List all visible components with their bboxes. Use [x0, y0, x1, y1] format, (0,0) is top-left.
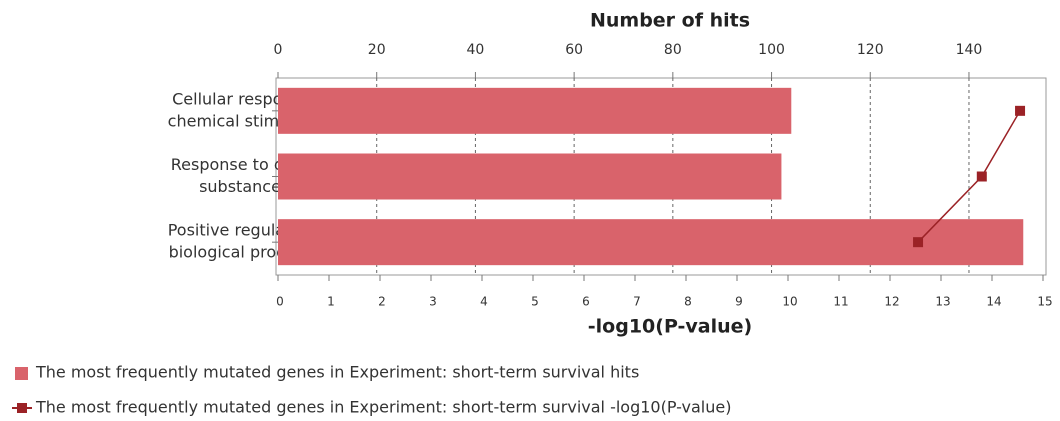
line-marker [1015, 105, 1026, 116]
x2-axis-title: -log10(P-value) [588, 316, 752, 338]
x2-tick-label: 7 [633, 295, 641, 309]
legend-label: The most frequently mutated genes in Exp… [35, 398, 731, 417]
legend-label: The most frequently mutated genes in Exp… [35, 363, 639, 382]
x2-tick-label: 11 [833, 295, 848, 309]
x-tick-label: 120 [857, 42, 884, 58]
x-tick-label: 100 [758, 42, 785, 58]
x2-tick-label: 3 [429, 295, 437, 309]
x-tick-label: 0 [274, 42, 283, 58]
x2-tick-label: 13 [935, 295, 950, 309]
x2-tick-label: 5 [531, 295, 539, 309]
bar [278, 153, 782, 200]
x2-tick-label: 1 [327, 295, 335, 309]
x2-tick-label: 9 [735, 295, 743, 309]
x2-tick-label: 15 [1037, 295, 1052, 309]
x2-tick-label: 8 [684, 295, 692, 309]
legend-marker [15, 367, 28, 380]
x2-tick-label: 14 [986, 295, 1001, 309]
bar [278, 87, 792, 134]
x-tick-label: 140 [956, 42, 983, 58]
x-tick-label: 40 [467, 42, 485, 58]
x-tick-label: 20 [368, 42, 386, 58]
y-tick-label: chemical stimulus [168, 111, 313, 130]
x2-tick-label: 6 [582, 295, 590, 309]
x2-tick-label: 4 [480, 295, 488, 309]
x-tick-label: 60 [565, 42, 583, 58]
y-tick-label: substance [199, 177, 281, 196]
line-marker [976, 171, 987, 182]
legend-marker [17, 403, 27, 413]
bar [278, 219, 1024, 266]
x2-tick-label: 0 [276, 295, 284, 309]
x2-tick-label: 12 [884, 295, 899, 309]
x2-tick-label: 10 [782, 295, 797, 309]
x-axis-title: Number of hits [590, 10, 750, 32]
x-tick-label: 80 [664, 42, 682, 58]
y-tick-label: biological process [169, 243, 312, 262]
line-marker [913, 237, 924, 248]
x2-tick-label: 2 [378, 295, 386, 309]
